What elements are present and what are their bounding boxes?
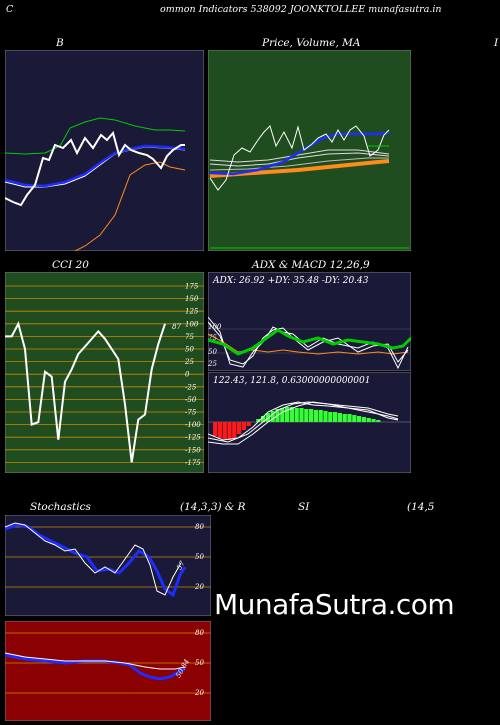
price-title: Price, Volume, MA bbox=[262, 37, 361, 49]
cci-tick-label: -75 bbox=[185, 409, 197, 417]
cci-current-value: 87 bbox=[172, 323, 181, 331]
cci-tick-label: 125 bbox=[185, 308, 199, 316]
stoch-current-value: 57 bbox=[175, 559, 187, 571]
bb-price-line bbox=[5, 130, 185, 207]
macd-histogram-bar bbox=[256, 419, 261, 422]
macd-histogram-bar bbox=[313, 410, 318, 422]
macd-histogram-bar bbox=[328, 412, 333, 422]
cci-tick-label: -175 bbox=[185, 459, 201, 467]
price-ma-white2 bbox=[209, 152, 390, 167]
stoch-title: Stochastics bbox=[30, 501, 91, 513]
watermark: MunafaSutra.com bbox=[214, 588, 455, 621]
cci-tick-label: -25 bbox=[185, 383, 197, 391]
macd-line-3 bbox=[208, 401, 399, 443]
bb-title: B bbox=[56, 37, 64, 49]
cci-tick-label: 150 bbox=[185, 295, 199, 303]
header-left: C bbox=[6, 4, 14, 15]
macd-histogram-bar bbox=[333, 412, 338, 422]
cci-tick-label: -125 bbox=[185, 434, 201, 442]
price-ma-white1 bbox=[209, 149, 390, 163]
bollinger-panel bbox=[5, 50, 204, 251]
macd-panel: 122.43, 121.8, 0.63000000000001 bbox=[208, 372, 411, 473]
macd-histogram-bar bbox=[342, 414, 347, 422]
macd-histogram-bar bbox=[285, 407, 290, 422]
macd-histogram-bar bbox=[376, 420, 381, 422]
bb-mid-blue bbox=[5, 144, 186, 188]
rsi-panel: 80 50 20 50.84 bbox=[5, 621, 211, 721]
macd-histogram-bar bbox=[227, 422, 232, 440]
macd-histogram-bar bbox=[246, 422, 251, 426]
macd-histogram-bar bbox=[323, 411, 328, 422]
macd-line-2 bbox=[208, 401, 399, 445]
price-ma-orange bbox=[209, 159, 390, 178]
bb-lower-band bbox=[73, 161, 186, 251]
stoch-tick-80: 80 bbox=[195, 523, 204, 531]
macd-histogram-bar bbox=[347, 414, 352, 422]
macd-histogram-bar bbox=[261, 416, 266, 422]
macd-histogram-bar bbox=[318, 410, 323, 422]
macd-histogram-bar bbox=[357, 416, 362, 422]
macd-histogram-bar bbox=[270, 411, 275, 422]
macd-histogram-bar bbox=[299, 408, 304, 422]
cci-title: CCI 20 bbox=[52, 259, 89, 271]
cci-tick-label: 100 bbox=[185, 320, 199, 328]
cci-tick-label: -100 bbox=[185, 421, 201, 429]
macd-histogram-bar bbox=[309, 409, 314, 422]
adx-readout: ADX: 26.92 +DY: 35.48 -DY: 20.43 bbox=[212, 276, 369, 286]
adx-panel: 100 75 50 25 ADX: 26.92 +DY: 35.48 -DY: … bbox=[208, 272, 411, 371]
macd-histogram-bar bbox=[241, 422, 246, 430]
macd-histogram-bar bbox=[280, 408, 285, 422]
price-volume-panel bbox=[208, 50, 411, 251]
rsi-title: SI bbox=[298, 501, 310, 513]
macd-histogram-bar bbox=[361, 417, 366, 422]
macd-histogram-bar bbox=[232, 422, 237, 438]
cci-panel: 175 150 125 100 75 50 25 0 -25 -50 -75 -100 -125 -150… bbox=[5, 272, 204, 473]
price-ma-white3 bbox=[209, 157, 389, 171]
macd-histogram-bar bbox=[371, 419, 376, 422]
rsi-tick-20: 20 bbox=[194, 689, 204, 697]
header-title: ommon Indicators 538092 JOONKTOLLEE muna… bbox=[160, 4, 442, 15]
cci-tick-label: 0 bbox=[185, 371, 190, 379]
cci-tick-label: 25 bbox=[184, 358, 194, 366]
rsi-blue-line bbox=[5, 653, 186, 681]
macd-readout: 122.43, 121.8, 0.63000000000001 bbox=[213, 376, 370, 386]
cci-tick-label: 75 bbox=[185, 333, 194, 341]
rsi-params: (14,5 bbox=[407, 501, 435, 513]
macd-histogram-bar bbox=[217, 422, 222, 438]
macd-histogram-bar bbox=[222, 422, 227, 439]
macd-histogram-bar bbox=[237, 422, 242, 434]
macd-histogram-bar bbox=[366, 418, 371, 422]
macd-histogram-bar bbox=[289, 407, 294, 422]
adx-tick-50: 50 bbox=[208, 348, 217, 356]
adx-dy-orange bbox=[208, 333, 409, 355]
stoch-tick-50: 50 bbox=[195, 553, 204, 561]
rsi-white-line bbox=[5, 652, 186, 670]
cci-tick-label: 50 bbox=[185, 346, 194, 354]
stoch-k-line bbox=[5, 522, 182, 596]
adx-line bbox=[208, 328, 411, 356]
adx-tick-75: 75 bbox=[208, 334, 217, 342]
macd-histogram-bar bbox=[304, 409, 309, 422]
rsi-tick-50: 50 bbox=[195, 659, 204, 667]
right-edge-letter: I bbox=[494, 37, 499, 49]
stoch-tick-20: 20 bbox=[194, 583, 204, 591]
bb-upper-band bbox=[5, 117, 186, 155]
cci-tick-label: -150 bbox=[185, 446, 201, 454]
stochastics-panel: 80 50 20 57 bbox=[5, 515, 211, 616]
macd-histogram-bar bbox=[294, 408, 299, 422]
cci-line bbox=[5, 321, 166, 463]
stoch-params: (14,3,3) & R bbox=[180, 501, 246, 513]
macd-histogram-bar bbox=[352, 415, 357, 422]
adx-tick-100: 100 bbox=[208, 323, 222, 331]
price-close-line bbox=[209, 125, 390, 191]
price-ma-blue bbox=[209, 131, 390, 176]
adx-title: ADX & MACD 12,26,9 bbox=[252, 259, 370, 271]
cci-tick-label: 175 bbox=[185, 283, 199, 291]
adx-tick-25: 25 bbox=[208, 360, 217, 368]
rsi-tick-80: 80 bbox=[195, 629, 204, 637]
macd-histogram-bar bbox=[337, 413, 342, 422]
macd-histogram-bar bbox=[213, 422, 218, 436]
cci-tick-label: -50 bbox=[185, 396, 197, 404]
